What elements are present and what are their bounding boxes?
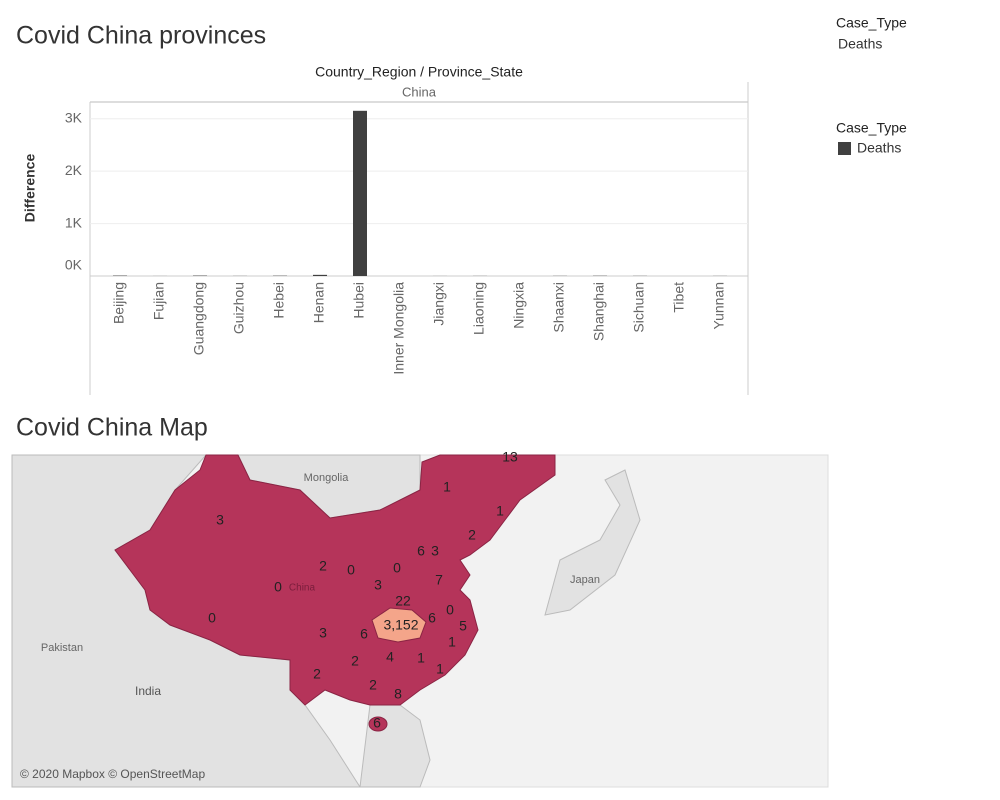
map-value-label: 7: [435, 572, 443, 588]
map-value-label: 1: [448, 634, 456, 650]
hainan-region[interactable]: [368, 716, 388, 732]
column-header: Country_Region / Province_State: [315, 64, 523, 80]
x-tick-label: Beijing: [111, 282, 127, 324]
x-tick-label: Sichuan: [631, 282, 647, 333]
map-value-label: 2: [369, 677, 377, 693]
map-value-label: 6: [360, 626, 368, 642]
map-value-label: 1: [496, 503, 504, 519]
map-value-label: 2: [319, 558, 327, 574]
map-value-label: 1: [436, 661, 444, 677]
x-tick-label: Jiangxi: [431, 282, 447, 326]
x-tick-label: Hebei: [271, 282, 287, 319]
x-tick-label: Tibet: [671, 282, 687, 313]
map-value-label: 1: [417, 650, 425, 666]
map-value-label: 0: [446, 602, 454, 618]
bar: [313, 274, 327, 276]
map-attribution: © 2020 Mapbox © OpenStreetMap: [20, 767, 205, 781]
map-value-label: 2: [351, 653, 359, 669]
map-value-label: 6: [417, 543, 425, 559]
chart-title: Covid China provinces: [16, 22, 266, 50]
x-tick-label: Inner Mongolia: [391, 282, 407, 375]
filter-value[interactable]: Deaths: [838, 36, 882, 52]
legend-title: Case_Type: [836, 120, 907, 136]
y-tick-label: 1K: [65, 214, 83, 230]
x-tick-label: Guizhou: [231, 282, 247, 334]
map-value-label: 0: [393, 560, 401, 576]
map-value-label: 4: [386, 649, 394, 665]
y-axis-label: Difference: [22, 154, 38, 223]
map-base: [11, 454, 641, 788]
map-value-label: 2: [468, 527, 476, 543]
x-tick-label: Fujian: [151, 282, 167, 320]
map-value-label: 13: [502, 449, 518, 465]
map-title: Covid China Map: [16, 414, 208, 442]
map-value-label: 8: [394, 686, 402, 702]
map-value-label: 2: [313, 666, 321, 682]
map-value-label: 5: [459, 618, 467, 634]
group-header: China: [402, 84, 437, 99]
map-place-label: Pakistan: [41, 642, 83, 654]
x-tick-label: Henan: [311, 282, 327, 323]
bar: [353, 110, 367, 277]
map-place-label: Japan: [570, 574, 600, 586]
y-tick-label: 2K: [65, 162, 83, 178]
map-value-label: 3: [319, 625, 327, 641]
y-tick-label: 0K: [65, 257, 83, 273]
map-value-label: 3: [216, 512, 224, 528]
land: [544, 469, 641, 616]
map-value-label: 3: [374, 577, 382, 593]
map-value-label: 0: [347, 562, 355, 578]
map-value-label: 0: [208, 610, 216, 626]
map-value-label: 6: [373, 715, 381, 731]
x-tick-label: Shanghai: [591, 282, 607, 341]
filter-title: Case_Type: [836, 15, 907, 31]
map-place-label: India: [135, 684, 161, 698]
map-value-label: 3: [431, 543, 439, 559]
x-tick-label: Ningxia: [511, 282, 527, 329]
x-tick-label: Hubei: [351, 282, 367, 319]
x-tick-label: Liaoning: [471, 282, 487, 335]
map-value-label: 1: [443, 479, 451, 495]
hubei-region[interactable]: [371, 607, 427, 643]
legend-label: Deaths: [857, 140, 901, 156]
map-value-label: 6: [428, 610, 436, 626]
legend-swatch: [838, 142, 851, 155]
x-tick-label: Yunnan: [711, 282, 727, 330]
map-value-label: 3,152: [383, 617, 418, 633]
x-tick-label: Guangdong: [191, 282, 207, 355]
x-tick-label: Shaanxi: [551, 282, 567, 333]
map-place-label: China: [289, 583, 316, 594]
map-value-label: 0: [274, 579, 282, 595]
y-tick-label: 3K: [65, 109, 83, 125]
china-region[interactable]: [114, 454, 556, 706]
map-value-label: 22: [395, 593, 411, 609]
map-place-label: Mongolia: [304, 472, 350, 484]
